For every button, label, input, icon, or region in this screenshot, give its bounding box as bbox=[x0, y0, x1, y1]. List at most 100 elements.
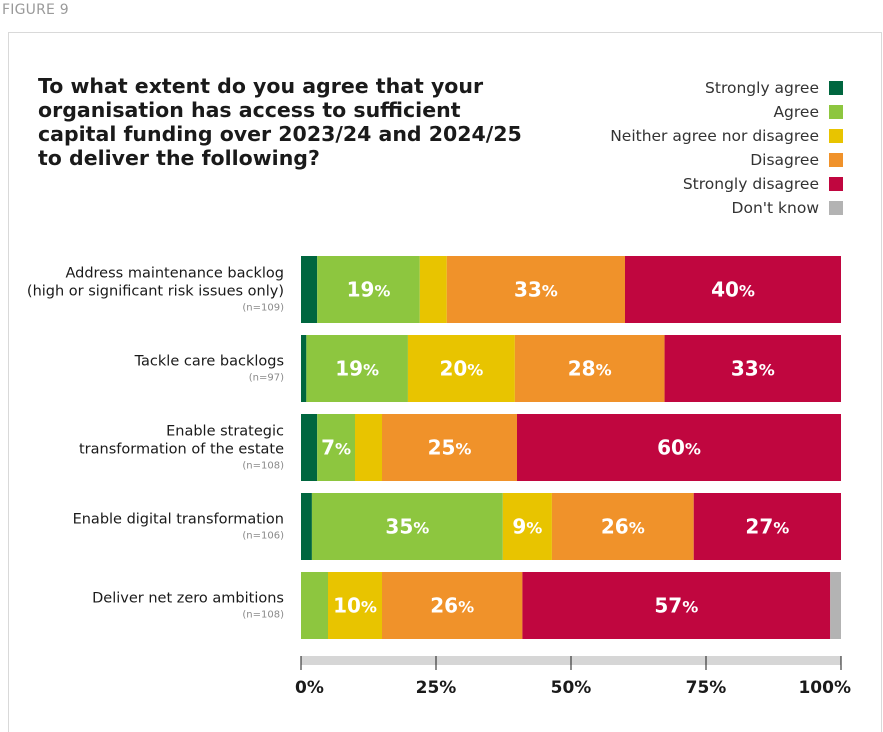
legend-swatch bbox=[829, 177, 843, 191]
legend-item-don-t-know: Don't know bbox=[610, 196, 843, 220]
bar-segment-disagree bbox=[514, 335, 665, 402]
x-tick-label: 0% bbox=[295, 678, 324, 698]
bar-segment-disagree bbox=[382, 572, 523, 639]
category-label: Address maintenance backlog (high or sign… bbox=[27, 266, 284, 300]
data-label-unit: % bbox=[685, 440, 701, 459]
data-label-value: 60 bbox=[657, 436, 685, 460]
data-label-unit: % bbox=[773, 519, 789, 538]
data-label: 26% bbox=[601, 515, 645, 539]
bar-row-4: 35% 9% 26% 27%Enable digital transformation… bbox=[73, 493, 841, 560]
data-label-value: 33 bbox=[514, 278, 542, 302]
bar-segment-neither-agree-nor-disagree bbox=[328, 572, 382, 639]
legend-swatch bbox=[829, 201, 843, 215]
data-label-unit: % bbox=[739, 282, 755, 301]
data-label: 19% bbox=[347, 278, 391, 302]
category-label-line: Enable digital transformation bbox=[73, 512, 284, 528]
legend-item-neither-agree-nor-disagree: Neither agree nor disagree bbox=[610, 124, 843, 148]
data-label: 33% bbox=[514, 278, 558, 302]
bar-segment-strongly-agree bbox=[301, 493, 312, 560]
legend-label: Agree bbox=[773, 103, 819, 121]
x-tick-label: 100% bbox=[798, 678, 851, 698]
data-label-value: 35 bbox=[385, 515, 413, 539]
data-label-value: 27 bbox=[745, 515, 773, 539]
bar-row-2: 19% 20% 28% 33%Tackle care backlogs(n=97) bbox=[134, 335, 841, 402]
data-label-value: 28 bbox=[568, 357, 596, 381]
bar-segment-neither-agree-nor-disagree bbox=[419, 256, 447, 323]
x-tick-label: 75% bbox=[686, 678, 727, 698]
data-label: 10% bbox=[333, 594, 377, 618]
category-label: Enable digital transformation bbox=[73, 512, 284, 528]
legend-item-agree: Agree bbox=[610, 100, 843, 124]
data-label-value: 19 bbox=[347, 278, 375, 302]
bar-segment-strongly-disagree bbox=[693, 493, 841, 560]
legend-label: Strongly disagree bbox=[682, 175, 819, 193]
sample-size-label: (n=97) bbox=[249, 373, 284, 384]
bar-segment-disagree bbox=[446, 256, 625, 323]
data-label: 27% bbox=[745, 515, 789, 539]
bar-segment-agree bbox=[317, 256, 420, 323]
data-label-unit: % bbox=[363, 361, 379, 380]
data-label-value: 9 bbox=[512, 515, 526, 539]
data-label-unit: % bbox=[361, 598, 377, 617]
data-label-unit: % bbox=[374, 282, 390, 301]
x-tick-label: 25% bbox=[416, 678, 457, 698]
bar-segment-strongly-disagree bbox=[517, 414, 841, 481]
legend-label: Disagree bbox=[750, 151, 819, 169]
category-label: Enable strategic transformation of the es… bbox=[79, 424, 284, 458]
data-label: 26% bbox=[430, 594, 474, 618]
sample-size-label: (n=106) bbox=[242, 531, 284, 542]
category-label-line: Address maintenance backlog bbox=[65, 266, 284, 282]
legend-label: Don't know bbox=[731, 199, 819, 217]
data-label-value: 10 bbox=[333, 594, 361, 618]
data-label-value: 19 bbox=[335, 357, 363, 381]
data-label: 60% bbox=[657, 436, 701, 460]
bar-row-5: 10% 26% 57%Deliver net zero ambitions(n=10… bbox=[92, 572, 841, 639]
legend-swatch bbox=[829, 105, 843, 119]
x-tick-label: 50% bbox=[551, 678, 592, 698]
bar-row-3: 7% 25% 60%Enable strategic transformation o… bbox=[79, 414, 841, 481]
data-label-value: 33 bbox=[731, 357, 759, 381]
legend-item-disagree: Disagree bbox=[610, 148, 843, 172]
bar-segment-disagree bbox=[382, 414, 517, 481]
data-label-unit: % bbox=[629, 519, 645, 538]
category-label-line: Tackle care backlogs bbox=[134, 354, 284, 370]
data-label: 19% bbox=[335, 357, 379, 381]
bar-segment-strongly-agree bbox=[301, 414, 318, 481]
data-label-unit: % bbox=[467, 361, 483, 380]
data-label: 40% bbox=[711, 278, 755, 302]
data-label-value: 26 bbox=[430, 594, 458, 618]
data-label: 20% bbox=[439, 357, 483, 381]
category-label-line: transformation of the estate bbox=[79, 442, 284, 458]
bar-segment-agree bbox=[301, 572, 328, 639]
legend-swatch bbox=[829, 153, 843, 167]
bar-segment-strongly-disagree bbox=[625, 256, 841, 323]
legend-label: Neither agree nor disagree bbox=[610, 127, 819, 145]
bar-segment-neither-agree-nor-disagree bbox=[355, 414, 382, 481]
bar-segment-strongly-agree bbox=[301, 256, 318, 323]
sample-size-label: (n=108) bbox=[242, 610, 284, 621]
data-label: 33% bbox=[731, 357, 775, 381]
data-label-unit: % bbox=[682, 598, 698, 617]
sample-size-label: (n=108) bbox=[242, 461, 284, 472]
category-label-line: Enable strategic bbox=[166, 424, 284, 440]
data-label: 7% bbox=[321, 436, 351, 460]
data-label-value: 26 bbox=[601, 515, 629, 539]
category-label-line: (high or significant risk issues only) bbox=[27, 284, 284, 300]
data-label-value: 7 bbox=[321, 436, 335, 460]
data-label: 25% bbox=[428, 436, 472, 460]
bar-segment-neither-agree-nor-disagree bbox=[502, 493, 552, 560]
bar-segment-strongly-disagree bbox=[664, 335, 841, 402]
data-label: 9% bbox=[512, 515, 542, 539]
data-label-value: 25 bbox=[428, 436, 456, 460]
bar-segment-agree bbox=[311, 493, 503, 560]
data-label-value: 57 bbox=[654, 594, 682, 618]
bar-segment-disagree bbox=[551, 493, 694, 560]
data-label-unit: % bbox=[596, 361, 612, 380]
category-label: Deliver net zero ambitions bbox=[92, 591, 284, 607]
data-label-unit: % bbox=[526, 519, 542, 538]
bar-segment-neither-agree-nor-disagree bbox=[407, 335, 515, 402]
category-label-line: Deliver net zero ambitions bbox=[92, 591, 284, 607]
bar-segment-strongly-disagree bbox=[522, 572, 831, 639]
chart-title: To what extent do you agree that your or… bbox=[38, 74, 522, 170]
